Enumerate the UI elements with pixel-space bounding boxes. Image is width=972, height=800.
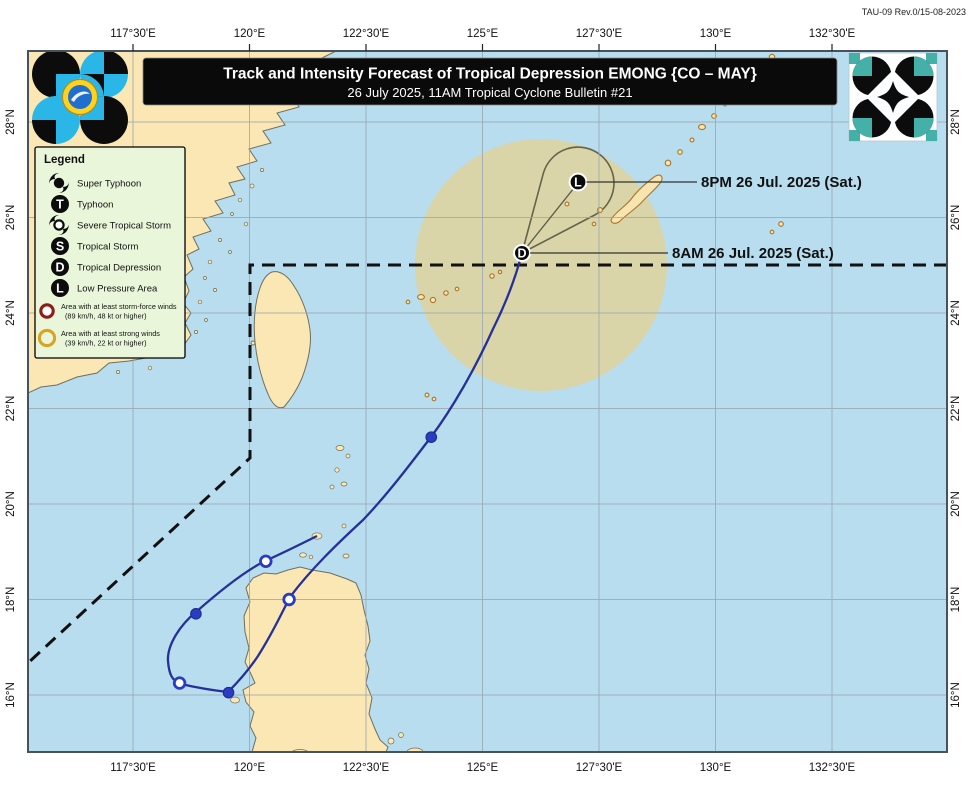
legend-area-item: Area with at least storm-force winds(89 … [39, 302, 177, 321]
callout-label-8am: 8AM 26 Jul. 2025 (Sat.) [672, 245, 834, 262]
legend-symbol-letter: T [56, 197, 64, 211]
legend-symbol-letter: S [56, 239, 64, 253]
penghu-islet [250, 340, 256, 346]
past-position-dot-filled [425, 431, 438, 443]
title-bar: Track and Intensity Forecast of Tropical… [142, 57, 838, 106]
super-typhoon-icon [49, 173, 69, 193]
open-center [53, 219, 65, 231]
legend-item: Severe Tropical Storm [49, 215, 171, 235]
lon-label-bottom: 122°30'E [343, 762, 390, 774]
lat-label-left: 26°N [5, 205, 17, 231]
legend-box [34, 146, 186, 359]
legend-item: S Tropical Storm [51, 237, 138, 255]
track-dot-layer [172, 431, 438, 699]
title-line2: 26 July 2025, 11AM Tropical Cyclone Bull… [347, 85, 632, 100]
par-boundary-dashed-line [28, 263, 947, 665]
callout-label-8pm: 8PM 26 Jul. 2025 (Sat.) [701, 174, 862, 191]
lon-label-bottom: 130°E [700, 762, 732, 774]
legend-item-label: Low Pressure Area [77, 284, 158, 295]
lat-label-right: 26°N [950, 205, 962, 231]
legend-item-label: Typhoon [77, 200, 113, 211]
lat-label-left: 22°N [5, 396, 17, 422]
past-position-dot-open [282, 592, 296, 607]
lon-label-top: 117°30'E [110, 28, 156, 40]
dost-logo [848, 52, 938, 142]
legend-item-label: Severe Tropical Storm [77, 221, 171, 232]
lat-label-right: 18°N [950, 587, 962, 613]
legend-area-label: Area with at least strong winds [61, 329, 160, 338]
lon-label-bottom: 117°30'E [110, 762, 156, 774]
legend-symbol-letter: L [56, 281, 64, 295]
cyclone-swirl [49, 173, 69, 193]
legend: Legend Super Typhoon T Typhoon Severe Tropi… [34, 146, 186, 359]
legend-item-label: Tropical Depression [77, 263, 161, 274]
forecast-position-marker: L [568, 172, 588, 192]
pagasa-logo [32, 50, 128, 144]
taiwan [253, 271, 311, 409]
lat-label-right: 24°N [950, 300, 962, 326]
low-pressure-area-icon [51, 279, 69, 297]
current-marker-letter: D [517, 247, 526, 261]
past-position-dot-open [259, 554, 273, 569]
strong-wind-ring-icon [37, 328, 57, 348]
cyclone-swirl [49, 215, 69, 235]
map-border [27, 50, 948, 753]
forecast-marker-letter: L [574, 176, 582, 190]
legend-item-label: Tropical Storm [77, 242, 138, 253]
lat-label-left: 16°N [5, 682, 17, 708]
legend-item: L Low Pressure Area [51, 279, 158, 297]
legend-area-sublabel: (39 km/h, 22 kt or higher) [65, 339, 147, 348]
legend-item-label: Super Typhoon [77, 179, 141, 190]
legend-items: Super Typhoon T Typhoon Severe Tropical Sto… [37, 173, 177, 348]
lon-label-top: 127°30'E [576, 28, 623, 40]
lat-label-left: 24°N [5, 300, 17, 326]
lon-label-top: 122°30'E [343, 28, 390, 40]
axis-labels: 117°30'E 117°30'E 120°E 120°E 122°30'E 122°30… [5, 28, 962, 774]
lon-label-bottom: 132°30'E [809, 762, 856, 774]
legend-area-label: Area with at least storm-force winds [61, 302, 177, 311]
severe-tropical-storm-icon [49, 215, 69, 235]
current-position-marker: D [513, 244, 531, 262]
lat-label-left: 28°N [5, 109, 17, 135]
lat-label-right: 22°N [950, 396, 962, 422]
lat-label-right: 16°N [950, 682, 962, 708]
lat-label-left: 18°N [5, 587, 17, 613]
storm-force-wind-ring-icon [39, 303, 55, 319]
lon-label-top: 120°E [234, 28, 266, 40]
lon-label-top: 125°E [467, 28, 499, 40]
legend-item: T Typhoon [51, 195, 113, 213]
past-position-dot-open [172, 676, 187, 690]
lat-label-right: 20°N [950, 491, 962, 517]
past-position-dot-filled [190, 608, 202, 620]
lon-label-bottom: 125°E [467, 762, 499, 774]
tropical-storm-icon [51, 237, 69, 255]
legend-area-item: Area with at least strong winds(39 km/h,… [37, 328, 160, 348]
lon-label-bottom: 120°E [234, 762, 266, 774]
legend-symbol-letter: D [55, 260, 64, 274]
lon-label-top: 130°E [700, 28, 732, 40]
title-line1: Track and Intensity Forecast of Tropical… [223, 66, 756, 83]
china-coastal-islets [116, 168, 264, 374]
document-reference: TAU-09 Rev.0/15-08-2023 [862, 7, 966, 17]
past-position-dot-filled [222, 686, 235, 699]
legend-title: Legend [44, 154, 85, 166]
typhoon-icon [51, 195, 69, 213]
lat-label-left: 20°N [5, 491, 17, 517]
solid-center [53, 177, 65, 189]
forecast-track-line [521, 182, 579, 254]
lat-label-right: 28°N [950, 109, 962, 135]
luzon [242, 566, 389, 752]
legend-item: D Tropical Depression [51, 258, 161, 276]
forecast-cone [520, 146, 615, 255]
legend-item: Super Typhoon [49, 173, 141, 193]
legend-area-sublabel: (89 km/h, 48 kt or higher) [65, 312, 147, 321]
lon-label-top: 132°30'E [809, 28, 856, 40]
tropical-depression-icon [51, 258, 69, 276]
lon-label-bottom: 127°30'E [576, 762, 623, 774]
